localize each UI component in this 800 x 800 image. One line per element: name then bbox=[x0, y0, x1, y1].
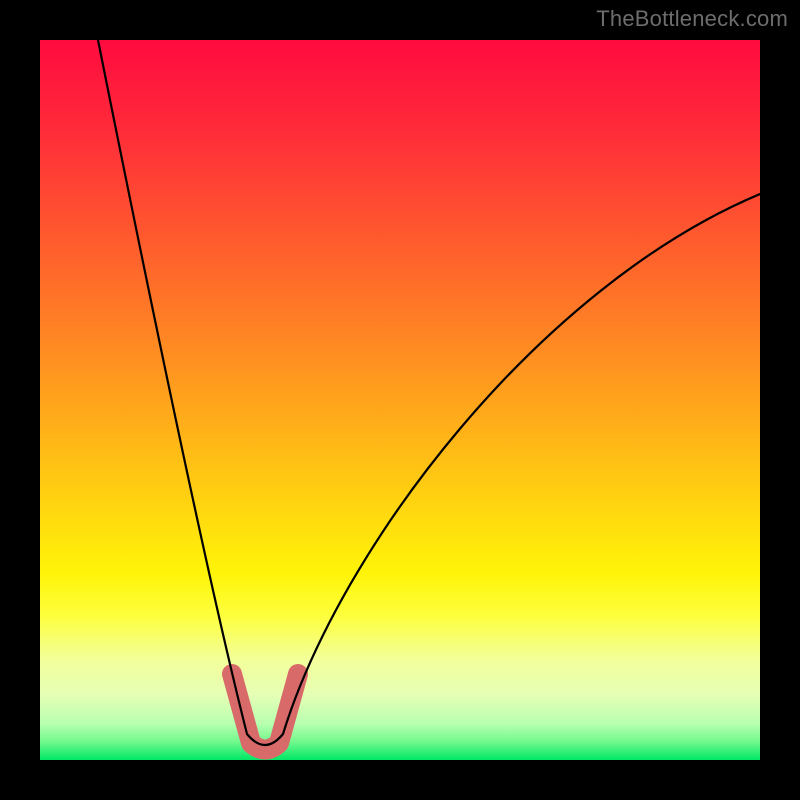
watermark-text: TheBottleneck.com bbox=[596, 6, 788, 32]
bottleneck-chart bbox=[40, 40, 760, 760]
gradient-background bbox=[40, 40, 760, 760]
